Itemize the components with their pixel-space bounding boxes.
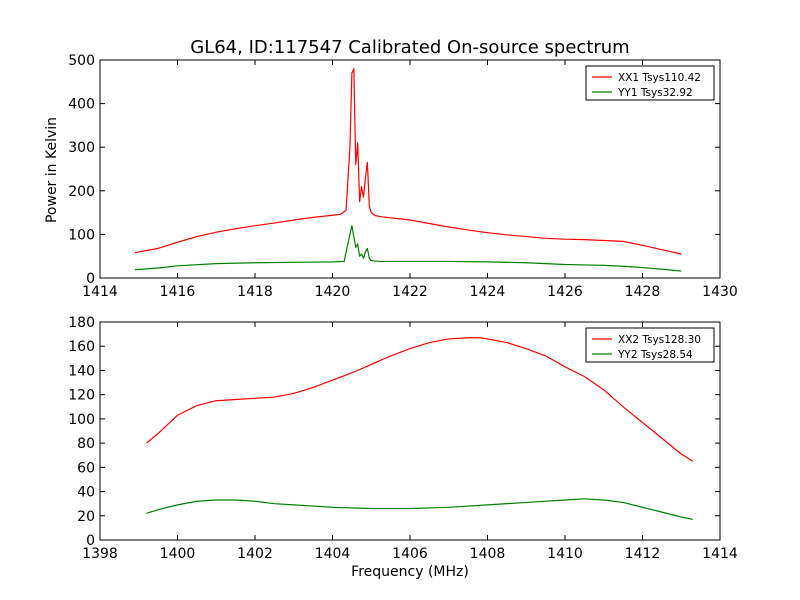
x-tick-label: 1420: [315, 284, 351, 300]
x-tick-label: 1412: [625, 546, 661, 562]
y-tick-label: 400: [68, 97, 95, 113]
x-tick-label: 1428: [625, 284, 661, 300]
legend-entry: YY1 Tsys32.92: [617, 87, 693, 99]
x-tick-label: 1398: [82, 546, 118, 562]
x-tick-label: 1422: [392, 284, 428, 300]
y-tick-label: 100: [68, 412, 95, 428]
x-tick-label: 1404: [315, 546, 351, 562]
x-tick-label: 1416: [160, 284, 196, 300]
y-tick-label: 20: [77, 509, 95, 525]
y-tick-label: 160: [68, 339, 95, 355]
y-tick-label: 0: [86, 271, 95, 287]
legend-box: [585, 65, 715, 101]
x-tick-label: 1406: [392, 546, 428, 562]
x-tick-label: 1400: [160, 546, 196, 562]
series-line-1: [134, 68, 682, 255]
x-tick-label: 1426: [547, 284, 583, 300]
legend-entry: XX2 Tsys128.30: [618, 334, 701, 346]
x-tick-label: 1430: [702, 284, 738, 300]
y-tick-label: 200: [68, 184, 95, 200]
x-tick-label: 1424: [470, 284, 506, 300]
y-tick-label: 80: [77, 436, 95, 452]
y-tick-label: 60: [77, 460, 95, 476]
chart-title: GL64, ID:117547 Calibrated On-source spe…: [190, 37, 629, 58]
y-tick-label: 40: [77, 485, 95, 501]
y-tick-label: 100: [68, 227, 95, 243]
y-tick-label: 180: [68, 315, 95, 331]
x-tick-label: 1410: [547, 546, 583, 562]
series-line-2: [146, 498, 693, 520]
x-tick-label: 1418: [237, 284, 273, 300]
series-line-1: [146, 337, 694, 462]
x-tick-label: 1402: [237, 546, 273, 562]
y-tick-label: 500: [68, 53, 95, 69]
series-line-2: [134, 225, 682, 272]
y-tick-label: 0: [86, 533, 95, 549]
y-tick-label: 300: [68, 140, 95, 156]
y-tick-label: 120: [68, 388, 95, 404]
legend-box: [585, 327, 715, 363]
x-axis-label: Frequency (MHz): [351, 564, 469, 580]
x-tick-label: 1408: [470, 546, 506, 562]
y-tick-label: 140: [68, 363, 95, 379]
legend-entry: XX1 Tsys110.42: [618, 72, 701, 84]
bottom-panel: 1398 1400 1402 1404 1406 1408 1410 1412 1414 0 20 4…: [68, 315, 738, 562]
legend-entry: YY2 Tsys28.54: [617, 349, 693, 361]
x-tick-label: 1414: [702, 546, 738, 562]
top-panel: 1414 1416 1418 1420 1422 1424 1426 1428 1430 0 100…: [68, 53, 738, 300]
x-tick-label: 1414: [82, 284, 118, 300]
y-axis-label: Power in Kelvin: [44, 117, 60, 223]
